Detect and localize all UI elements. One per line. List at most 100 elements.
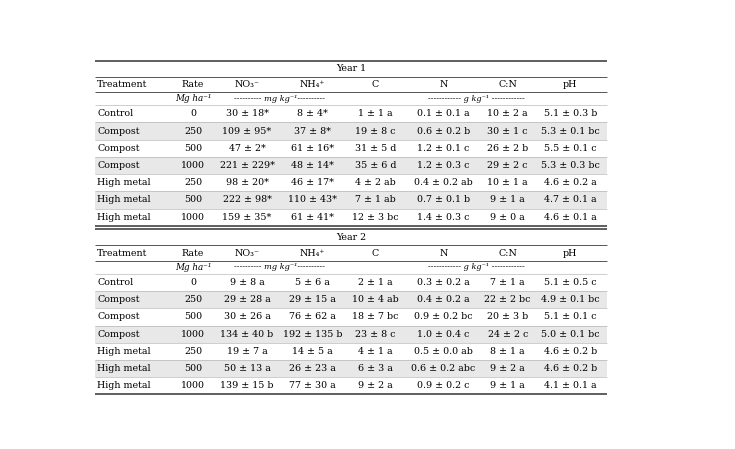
Text: Rate: Rate — [182, 80, 204, 89]
Text: Year 2: Year 2 — [336, 233, 366, 242]
Text: 109 ± 95*: 109 ± 95* — [223, 127, 272, 136]
Text: 30 ± 18*: 30 ± 18* — [226, 110, 268, 119]
Text: Mg ha⁻¹: Mg ha⁻¹ — [175, 94, 211, 103]
Text: 0.1 ± 0.1 a: 0.1 ± 0.1 a — [417, 110, 470, 119]
Text: 250: 250 — [184, 295, 202, 304]
Text: High metal: High metal — [97, 195, 151, 204]
Text: High metal: High metal — [97, 178, 151, 187]
Bar — [95, 291, 607, 308]
Text: 0.7 ± 0.1 b: 0.7 ± 0.1 b — [417, 195, 470, 204]
Text: 250: 250 — [184, 178, 202, 187]
Text: 4 ± 2 ab: 4 ± 2 ab — [355, 178, 395, 187]
Text: 10 ± 2 a: 10 ± 2 a — [487, 110, 528, 119]
Text: 500: 500 — [184, 313, 202, 321]
Text: 77 ± 30 a: 77 ± 30 a — [290, 381, 336, 390]
Text: 29 ± 2 c: 29 ± 2 c — [487, 161, 528, 170]
Text: 26 ± 23 a: 26 ± 23 a — [289, 364, 336, 373]
Text: 10 ± 4 ab: 10 ± 4 ab — [352, 295, 398, 304]
Bar — [95, 229, 607, 245]
Text: 4.7 ± 0.1 a: 4.7 ± 0.1 a — [544, 195, 597, 204]
Text: 8 ± 4*: 8 ± 4* — [297, 110, 328, 119]
Text: 50 ± 13 a: 50 ± 13 a — [223, 364, 270, 373]
Text: 2 ± 1 a: 2 ± 1 a — [358, 278, 392, 287]
Text: 0.6 ± 0.2 b: 0.6 ± 0.2 b — [417, 127, 470, 136]
Text: 61 ± 16*: 61 ± 16* — [291, 144, 334, 153]
Text: 9 ± 1 a: 9 ± 1 a — [490, 381, 525, 390]
Text: 5.3 ± 0.3 bc: 5.3 ± 0.3 bc — [541, 161, 600, 170]
Text: 31 ± 5 d: 31 ± 5 d — [354, 144, 396, 153]
Text: 23 ± 8 c: 23 ± 8 c — [355, 330, 395, 339]
Text: C:N: C:N — [498, 80, 517, 89]
Text: Treatment: Treatment — [97, 249, 148, 258]
Text: 5 ± 6 a: 5 ± 6 a — [295, 278, 330, 287]
Text: C: C — [372, 249, 379, 258]
Text: 0.4 ± 0.2 ab: 0.4 ± 0.2 ab — [415, 178, 473, 187]
Text: 0.9 ± 0.2 bc: 0.9 ± 0.2 bc — [415, 313, 473, 321]
Text: 48 ± 14*: 48 ± 14* — [291, 161, 334, 170]
Text: 22 ± 2 bc: 22 ± 2 bc — [484, 295, 531, 304]
Text: 500: 500 — [184, 364, 202, 373]
Bar — [95, 92, 607, 105]
Bar — [95, 174, 607, 191]
Text: Compost: Compost — [97, 144, 140, 153]
Text: 37 ± 8*: 37 ± 8* — [294, 127, 331, 136]
Text: 24 ± 2 c: 24 ± 2 c — [487, 330, 528, 339]
Text: Compost: Compost — [97, 161, 140, 170]
Text: 134 ± 40 b: 134 ± 40 b — [220, 330, 273, 339]
Bar — [95, 377, 607, 394]
Bar — [95, 343, 607, 360]
Text: 4 ± 1 a: 4 ± 1 a — [358, 347, 392, 356]
Text: 5.5 ± 0.1 c: 5.5 ± 0.1 c — [544, 144, 597, 153]
Text: 4.6 ± 0.1 a: 4.6 ± 0.1 a — [544, 213, 597, 222]
Bar — [95, 308, 607, 326]
Text: 5.0 ± 0.1 bc: 5.0 ± 0.1 bc — [541, 330, 600, 339]
Text: High metal: High metal — [97, 381, 151, 390]
Text: pH: pH — [563, 249, 578, 258]
Text: 98 ± 20*: 98 ± 20* — [226, 178, 268, 187]
Bar — [95, 140, 607, 157]
Text: 1 ± 1 a: 1 ± 1 a — [358, 110, 392, 119]
Text: 192 ± 135 b: 192 ± 135 b — [283, 330, 343, 339]
Bar — [95, 105, 607, 123]
Text: 47 ± 2*: 47 ± 2* — [229, 144, 265, 153]
Text: Compost: Compost — [97, 313, 140, 321]
Text: NH₄⁺: NH₄⁺ — [300, 80, 326, 89]
Text: 0.3 ± 0.2 a: 0.3 ± 0.2 a — [417, 278, 470, 287]
Text: 1000: 1000 — [181, 330, 205, 339]
Text: 4.6 ± 0.2 b: 4.6 ± 0.2 b — [544, 364, 597, 373]
Text: 18 ± 7 bc: 18 ± 7 bc — [352, 313, 398, 321]
Text: 26 ± 2 b: 26 ± 2 b — [487, 144, 528, 153]
Text: Year 1: Year 1 — [336, 64, 366, 73]
Text: 9 ± 2 a: 9 ± 2 a — [490, 364, 525, 373]
Text: 5.1 ± 0.1 c: 5.1 ± 0.1 c — [544, 313, 597, 321]
Text: 6 ± 3 a: 6 ± 3 a — [358, 364, 392, 373]
Text: Compost: Compost — [97, 330, 140, 339]
Text: 4.6 ± 0.2 b: 4.6 ± 0.2 b — [544, 347, 597, 356]
Text: 9 ± 1 a: 9 ± 1 a — [490, 195, 525, 204]
Text: ------------ g kg⁻¹ ------------: ------------ g kg⁻¹ ------------ — [428, 264, 525, 272]
Text: 35 ± 6 d: 35 ± 6 d — [354, 161, 396, 170]
Text: High metal: High metal — [97, 364, 151, 373]
Text: 1.0 ± 0.4 c: 1.0 ± 0.4 c — [417, 330, 470, 339]
Text: C:N: C:N — [498, 249, 517, 258]
Bar — [95, 274, 607, 291]
Text: N: N — [440, 249, 448, 258]
Text: pH: pH — [563, 80, 578, 89]
Text: 61 ± 41*: 61 ± 41* — [291, 213, 334, 222]
Text: 1.2 ± 0.1 c: 1.2 ± 0.1 c — [417, 144, 470, 153]
Bar — [95, 77, 607, 92]
Text: 0.9 ± 0.2 c: 0.9 ± 0.2 c — [417, 381, 470, 390]
Text: 29 ± 15 a: 29 ± 15 a — [289, 295, 336, 304]
Bar — [95, 360, 607, 377]
Text: 19 ± 7 a: 19 ± 7 a — [226, 347, 268, 356]
Text: High metal: High metal — [97, 347, 151, 356]
Text: 8 ± 1 a: 8 ± 1 a — [490, 347, 525, 356]
Text: NO₃⁻: NO₃⁻ — [234, 80, 259, 89]
Text: 9 ± 8 a: 9 ± 8 a — [230, 278, 265, 287]
Text: 10 ± 1 a: 10 ± 1 a — [487, 178, 528, 187]
Text: Compost: Compost — [97, 127, 140, 136]
Text: 30 ± 1 c: 30 ± 1 c — [487, 127, 528, 136]
Text: Control: Control — [97, 110, 133, 119]
Text: 110 ± 43*: 110 ± 43* — [288, 195, 337, 204]
Text: Treatment: Treatment — [97, 80, 148, 89]
